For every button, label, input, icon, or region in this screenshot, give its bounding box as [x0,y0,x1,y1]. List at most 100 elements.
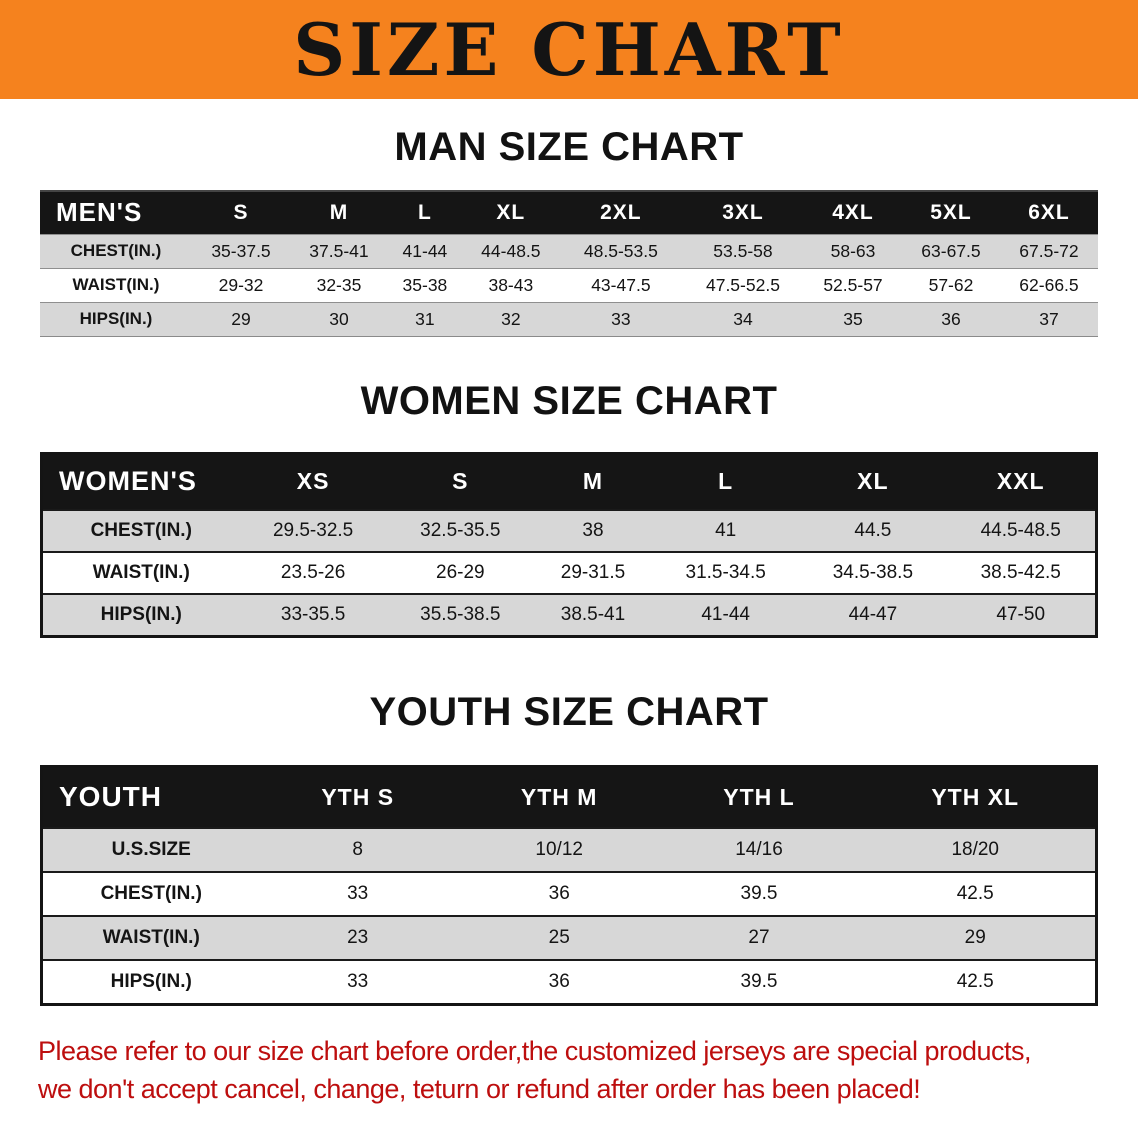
table-title-cell: MEN'S [56,197,143,228]
measurement-row: HIPS(IN.) 33-35.5 35.5-38.5 38.5-41 41-44 44-… [41,594,1097,636]
youth-size-section: YOUTH SIZE CHART YOUTH YTH S YTH M YTH L YTH… [0,690,1138,1006]
row-label-cell: WAIST(IN.) [102,927,200,948]
size-value-cell: 63-67.5 [921,240,981,261]
measurement-row: WAIST(IN.) 29-32 32-35 35-38 38-43 43-47.5 47.… [40,268,1098,302]
size-value-cell: 44-48.5 [481,240,541,261]
size-value-cell: 29.5-32.5 [272,520,354,541]
size-column-header: 4XL [832,200,874,224]
size-value-cell: 18/20 [951,839,999,860]
size-header-row: YOUTH YTH S YTH M YTH L YTH XL [41,766,1097,828]
row-label-cell: WAIST(IN.) [72,275,160,294]
page-title: SIZE CHART [293,6,845,92]
size-value-cell: 33 [347,883,369,904]
size-value-cell: 57-62 [928,274,974,295]
size-column-header: L [418,200,432,224]
size-value-cell: 26-29 [436,562,485,583]
size-column-header: XL [496,200,526,224]
measurement-row: CHEST(IN.) 33 36 39.5 42.5 [41,872,1097,916]
order-notice: Please refer to our size chart before or… [38,1032,1104,1108]
size-column-header: XS [296,468,330,495]
size-value-cell: 33-35.5 [280,603,346,625]
size-value-cell: 31.5-34.5 [685,562,766,583]
measurement-row: WAIST(IN.) 23 25 27 29 [41,916,1097,960]
size-value-cell: 34.5-38.5 [832,562,914,583]
size-column-header: 5XL [930,200,972,224]
size-value-cell: 38 [582,520,604,541]
size-value-cell: 33 [347,970,369,992]
size-value-cell: 36 [548,970,570,992]
size-column-header: YTH XL [931,783,1020,810]
size-value-cell: 29-32 [218,274,264,295]
size-value-cell: 38.5-42.5 [980,562,1061,583]
size-column-header: 6XL [1028,200,1070,224]
table-title-cell: WOMEN'S [59,466,197,497]
men-section-heading: MAN SIZE CHART [394,125,744,169]
size-value-cell: 10/12 [535,839,583,860]
size-value-cell: 39.5 [740,970,778,992]
men-size-section: MAN SIZE CHART MEN'S S M L XL 2XL 3XL 4XL 5XL 6XL… [0,125,1138,337]
size-column-header: XXL [996,468,1045,495]
size-value-cell: 37.5-41 [309,240,369,261]
measurement-row: HIPS(IN.) 29 30 31 32 33 34 35 36 37 [40,302,1098,336]
size-value-cell: 38-43 [488,274,534,295]
row-label-cell: CHEST(IN.) [70,241,162,260]
size-column-header: S [233,200,249,224]
size-value-cell: 29 [231,308,251,329]
size-column-header: YTH M [520,783,598,810]
size-value-cell: 48.5-53.5 [583,240,658,261]
size-value-cell: 42.5 [956,883,994,904]
size-value-cell: 52.5-57 [823,274,883,295]
size-value-cell: 37 [1039,308,1059,329]
row-label-cell: U.S.SIZE [111,839,191,860]
youth-size-table: YOUTH YTH S YTH M YTH L YTH XL U.S.SIZE 8 10/12… [40,764,1098,1006]
size-value-cell: 35-38 [402,274,448,295]
size-value-cell: 38.5-41 [560,603,626,625]
size-value-cell: 34 [733,308,753,329]
size-value-cell: 32 [501,308,521,329]
size-value-cell: 14/16 [735,839,783,860]
size-header-row: WOMEN'S XS S M L XL XXL [41,453,1097,510]
size-value-cell: 44.5-48.5 [980,520,1061,541]
row-label-cell: CHEST(IN.) [100,883,202,904]
size-column-header: L [718,468,734,495]
measurement-row: HIPS(IN.) 33 36 39.5 42.5 [41,960,1097,1004]
size-value-cell: 36 [548,883,570,904]
size-value-cell: 29 [964,927,986,948]
size-value-cell: 53.5-58 [713,240,773,261]
row-label-cell: CHEST(IN.) [90,520,192,541]
size-column-header: YTH L [723,783,795,810]
size-value-cell: 62-66.5 [1019,274,1079,295]
women-size-table: WOMEN'S XS S M L XL XXL CHEST(IN.) 29.5-32.5 32.5… [40,451,1098,638]
size-value-cell: 43-47.5 [591,274,651,295]
row-label-cell: WAIST(IN.) [92,562,190,583]
size-value-cell: 32.5-35.5 [420,520,501,541]
measurement-row: CHEST(IN.) 29.5-32.5 32.5-35.5 38 41 44.5 44.5… [41,510,1097,552]
size-column-header: 3XL [722,200,764,224]
size-value-cell: 35 [843,308,863,329]
size-value-cell: 35-37.5 [211,240,271,261]
row-label-cell: HIPS(IN.) [110,970,192,992]
size-column-header: XL [857,468,889,495]
size-column-header: YTH S [321,783,395,810]
row-label-cell: HIPS(IN.) [79,309,153,328]
measurement-row: CHEST(IN.) 35-37.5 37.5-41 41-44 44-48.5 48.5… [40,234,1098,268]
size-value-cell: 47-50 [996,603,1046,625]
size-value-cell: 29-31.5 [560,562,626,583]
row-label-cell: HIPS(IN.) [100,603,182,625]
notice-line-2: we don't accept cancel, change, teturn o… [38,1073,921,1104]
men-size-table: MEN'S S M L XL 2XL 3XL 4XL 5XL 6XL CHEST(IN.) 35-37… [40,190,1098,337]
youth-section-heading: YOUTH SIZE CHART [369,689,769,734]
size-value-cell: 39.5 [740,883,778,904]
size-column-header: S [452,468,469,495]
banner: SIZE CHART [0,0,1138,99]
size-value-cell: 47.5-52.5 [705,274,780,295]
size-column-header: M [329,200,349,224]
size-value-cell: 41 [715,520,737,541]
size-header-row: MEN'S S M L XL 2XL 3XL 4XL 5XL 6XL [40,191,1098,234]
size-value-cell: 36 [941,308,961,329]
table-title-cell: YOUTH [59,781,162,813]
measurement-row: WAIST(IN.) 23.5-26 26-29 29-31.5 31.5-34.5 34… [41,552,1097,594]
women-size-section: WOMEN SIZE CHART WOMEN'S XS S M L XL XXL CHEST(… [0,379,1138,638]
size-column-header: M [582,468,604,495]
size-value-cell: 41-44 [402,240,448,261]
